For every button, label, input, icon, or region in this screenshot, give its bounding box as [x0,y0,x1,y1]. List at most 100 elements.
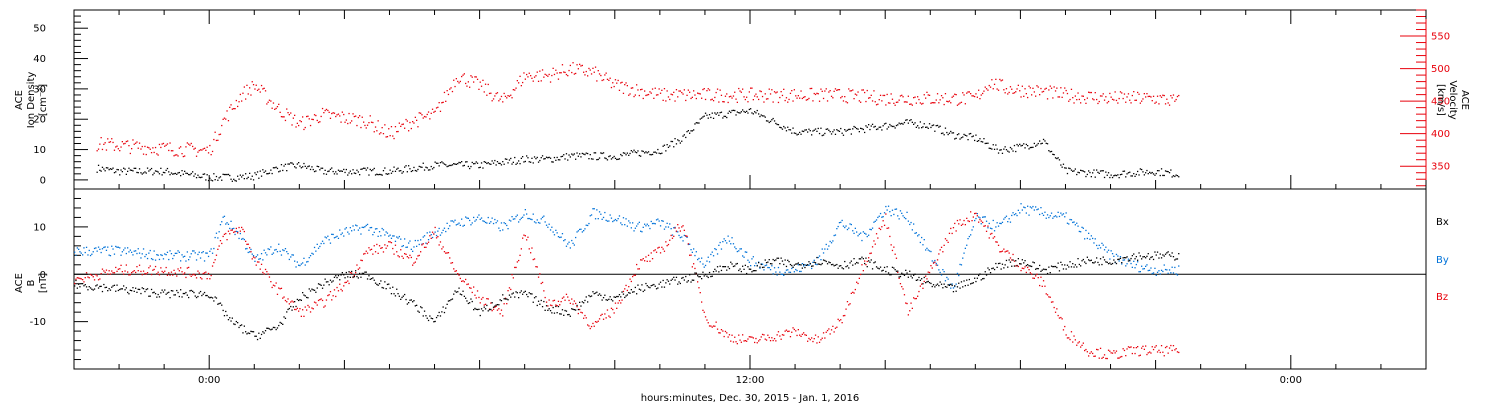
by-series-point [864,232,866,234]
velocity-series-point [922,102,924,105]
bx-series-point [1101,263,1103,266]
bz-series-point [832,325,834,327]
by-series-point [1011,214,1013,217]
ion-density-series-point [231,180,233,182]
velocity-series-point [1147,95,1149,98]
velocity-series-point [618,89,621,91]
bz-series-point [137,270,139,272]
by-series-point [940,274,943,276]
by-series-point [577,230,579,232]
bz-series-point [579,308,581,311]
bx-series-point [150,288,153,291]
velocity-series-point [412,121,414,123]
bz-series-point [781,334,784,336]
by-series-point [641,231,643,233]
by-series-point [868,234,870,236]
velocity-series-point [377,120,379,122]
bx-series-point [1081,260,1083,262]
velocity-series-point [278,103,280,105]
velocity-series-point [752,99,754,101]
by-series-point [982,216,984,218]
x-tick-label: 0:00 [1280,375,1302,386]
velocity-series-point [966,92,968,94]
ion-density-series-point [449,164,451,167]
by-series-point [316,243,318,245]
velocity-series-point [405,118,407,121]
velocity-series-point [394,126,397,128]
velocity-series-point [192,145,194,148]
velocity-series-point [1082,95,1084,97]
bottom-tick-label: -10 [30,317,46,328]
bx-series-point [549,310,552,312]
ion-density-series-point [694,123,696,125]
ion-density-series-point [731,109,733,112]
velocity-series-point [116,145,118,147]
bx-series-point [323,284,325,286]
bz-series-point [906,302,908,305]
ion-density-series-point [518,160,520,162]
bx-series-point [95,285,97,287]
bx-series-point [295,305,297,308]
velocity-series-point [964,103,966,105]
bz-series-point [727,336,729,338]
bz-series-point [730,340,732,342]
by-series-point [222,216,224,218]
bz-series-point [609,316,611,318]
bz-series-point [1068,337,1070,339]
ion-density-series-point [634,151,636,153]
bz-series-point [113,272,116,274]
by-series-point [887,205,890,207]
velocity-series-point [679,90,681,92]
ion-density-series-point [251,175,253,177]
ion-density-series-point [222,173,224,175]
bx-series-point [1013,265,1016,267]
ion-density-series-point [1070,169,1073,171]
bz-series-point [536,266,538,268]
velocity-series-point [1146,93,1148,95]
bz-series-point [626,289,628,292]
ion-density-series-point [1127,172,1130,174]
velocity-series-point [120,146,122,148]
by-series-point [127,247,129,249]
ion-density-series-point [129,169,131,171]
bz-series-point [518,259,520,262]
bz-series-point [412,264,414,266]
ion-density-series-point [263,171,265,173]
by-series-point [822,252,825,254]
bz-series-point [991,232,993,235]
velocity-series-point [1021,85,1023,87]
bx-series-point [720,269,723,272]
bz-series-point [405,253,407,255]
velocity-series-point [1070,88,1073,90]
ion-density-series-point [978,140,980,142]
by-series-point [1036,209,1038,211]
by-series-point [339,229,341,231]
ion-density-series-point [1162,174,1164,177]
velocity-series-point [295,126,297,128]
bx-series-point [329,279,332,281]
by-series-point [632,222,634,224]
ion-density-series-point [381,174,383,176]
velocity-series-point [459,80,461,83]
velocity-series-point [699,93,701,95]
bz-series-point [833,331,835,333]
velocity-series-point [581,64,583,67]
by-series-point [890,215,892,217]
ion-density-series-point [576,152,578,154]
bz-series-point [883,224,886,226]
velocity-series-point [777,101,780,104]
by-series-point [528,217,530,220]
by-series-point [852,230,854,232]
bz-series-point [332,295,334,297]
bx-series-point [1062,268,1065,270]
velocity-series-point [804,96,806,98]
by-series-point [104,246,106,248]
by-series-point [1096,244,1098,247]
bx-series-point [104,286,106,289]
ion-density-series-point [651,153,654,156]
bz-series-point [531,247,533,249]
ion-density-series-point [877,128,879,130]
bx-series-point [905,269,907,271]
bz-series-point [1036,273,1038,275]
bz-series-point [254,257,256,259]
